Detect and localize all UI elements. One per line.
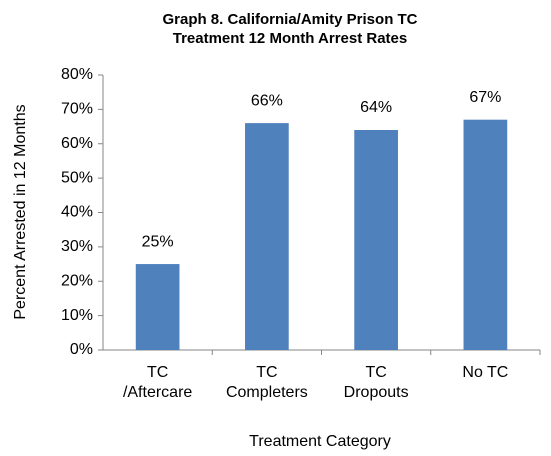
y-tick-label: 70% [61,101,93,118]
y-tick-label: 20% [61,272,93,289]
x-tick-label: Completers [226,384,308,401]
bar [354,130,398,350]
y-tick-label: 50% [61,169,93,186]
y-tick-label: 0% [70,341,93,358]
x-tick-label: Dropouts [344,384,409,401]
x-tick-label: TC [147,364,168,381]
y-tick-label: 80% [61,66,93,83]
x-tick-label: No TC [462,364,508,381]
bar [463,119,508,350]
data-label: 66% [251,92,283,109]
bar [245,123,289,350]
chart-title: Graph 8. California/Amity Prison TC [162,11,417,28]
x-tick-label: TC [365,364,386,381]
y-tick-label: 60% [61,135,93,152]
y-tick-label: 30% [61,238,93,255]
bar [135,264,180,350]
y-axis-label: Percent Arrested in 12 Months [12,104,29,319]
x-axis-label: Treatment Category [249,433,391,450]
x-tick-label: /Aftercare [123,384,192,401]
data-label: 25% [142,233,174,250]
y-tick-label: 10% [61,307,93,324]
chart-title: Treatment 12 Month Arrest Rates [173,30,408,47]
y-tick-label: 40% [61,204,93,221]
x-tick-label: TC [256,364,277,381]
data-label: 64% [360,99,392,116]
data-label: 67% [469,89,501,106]
